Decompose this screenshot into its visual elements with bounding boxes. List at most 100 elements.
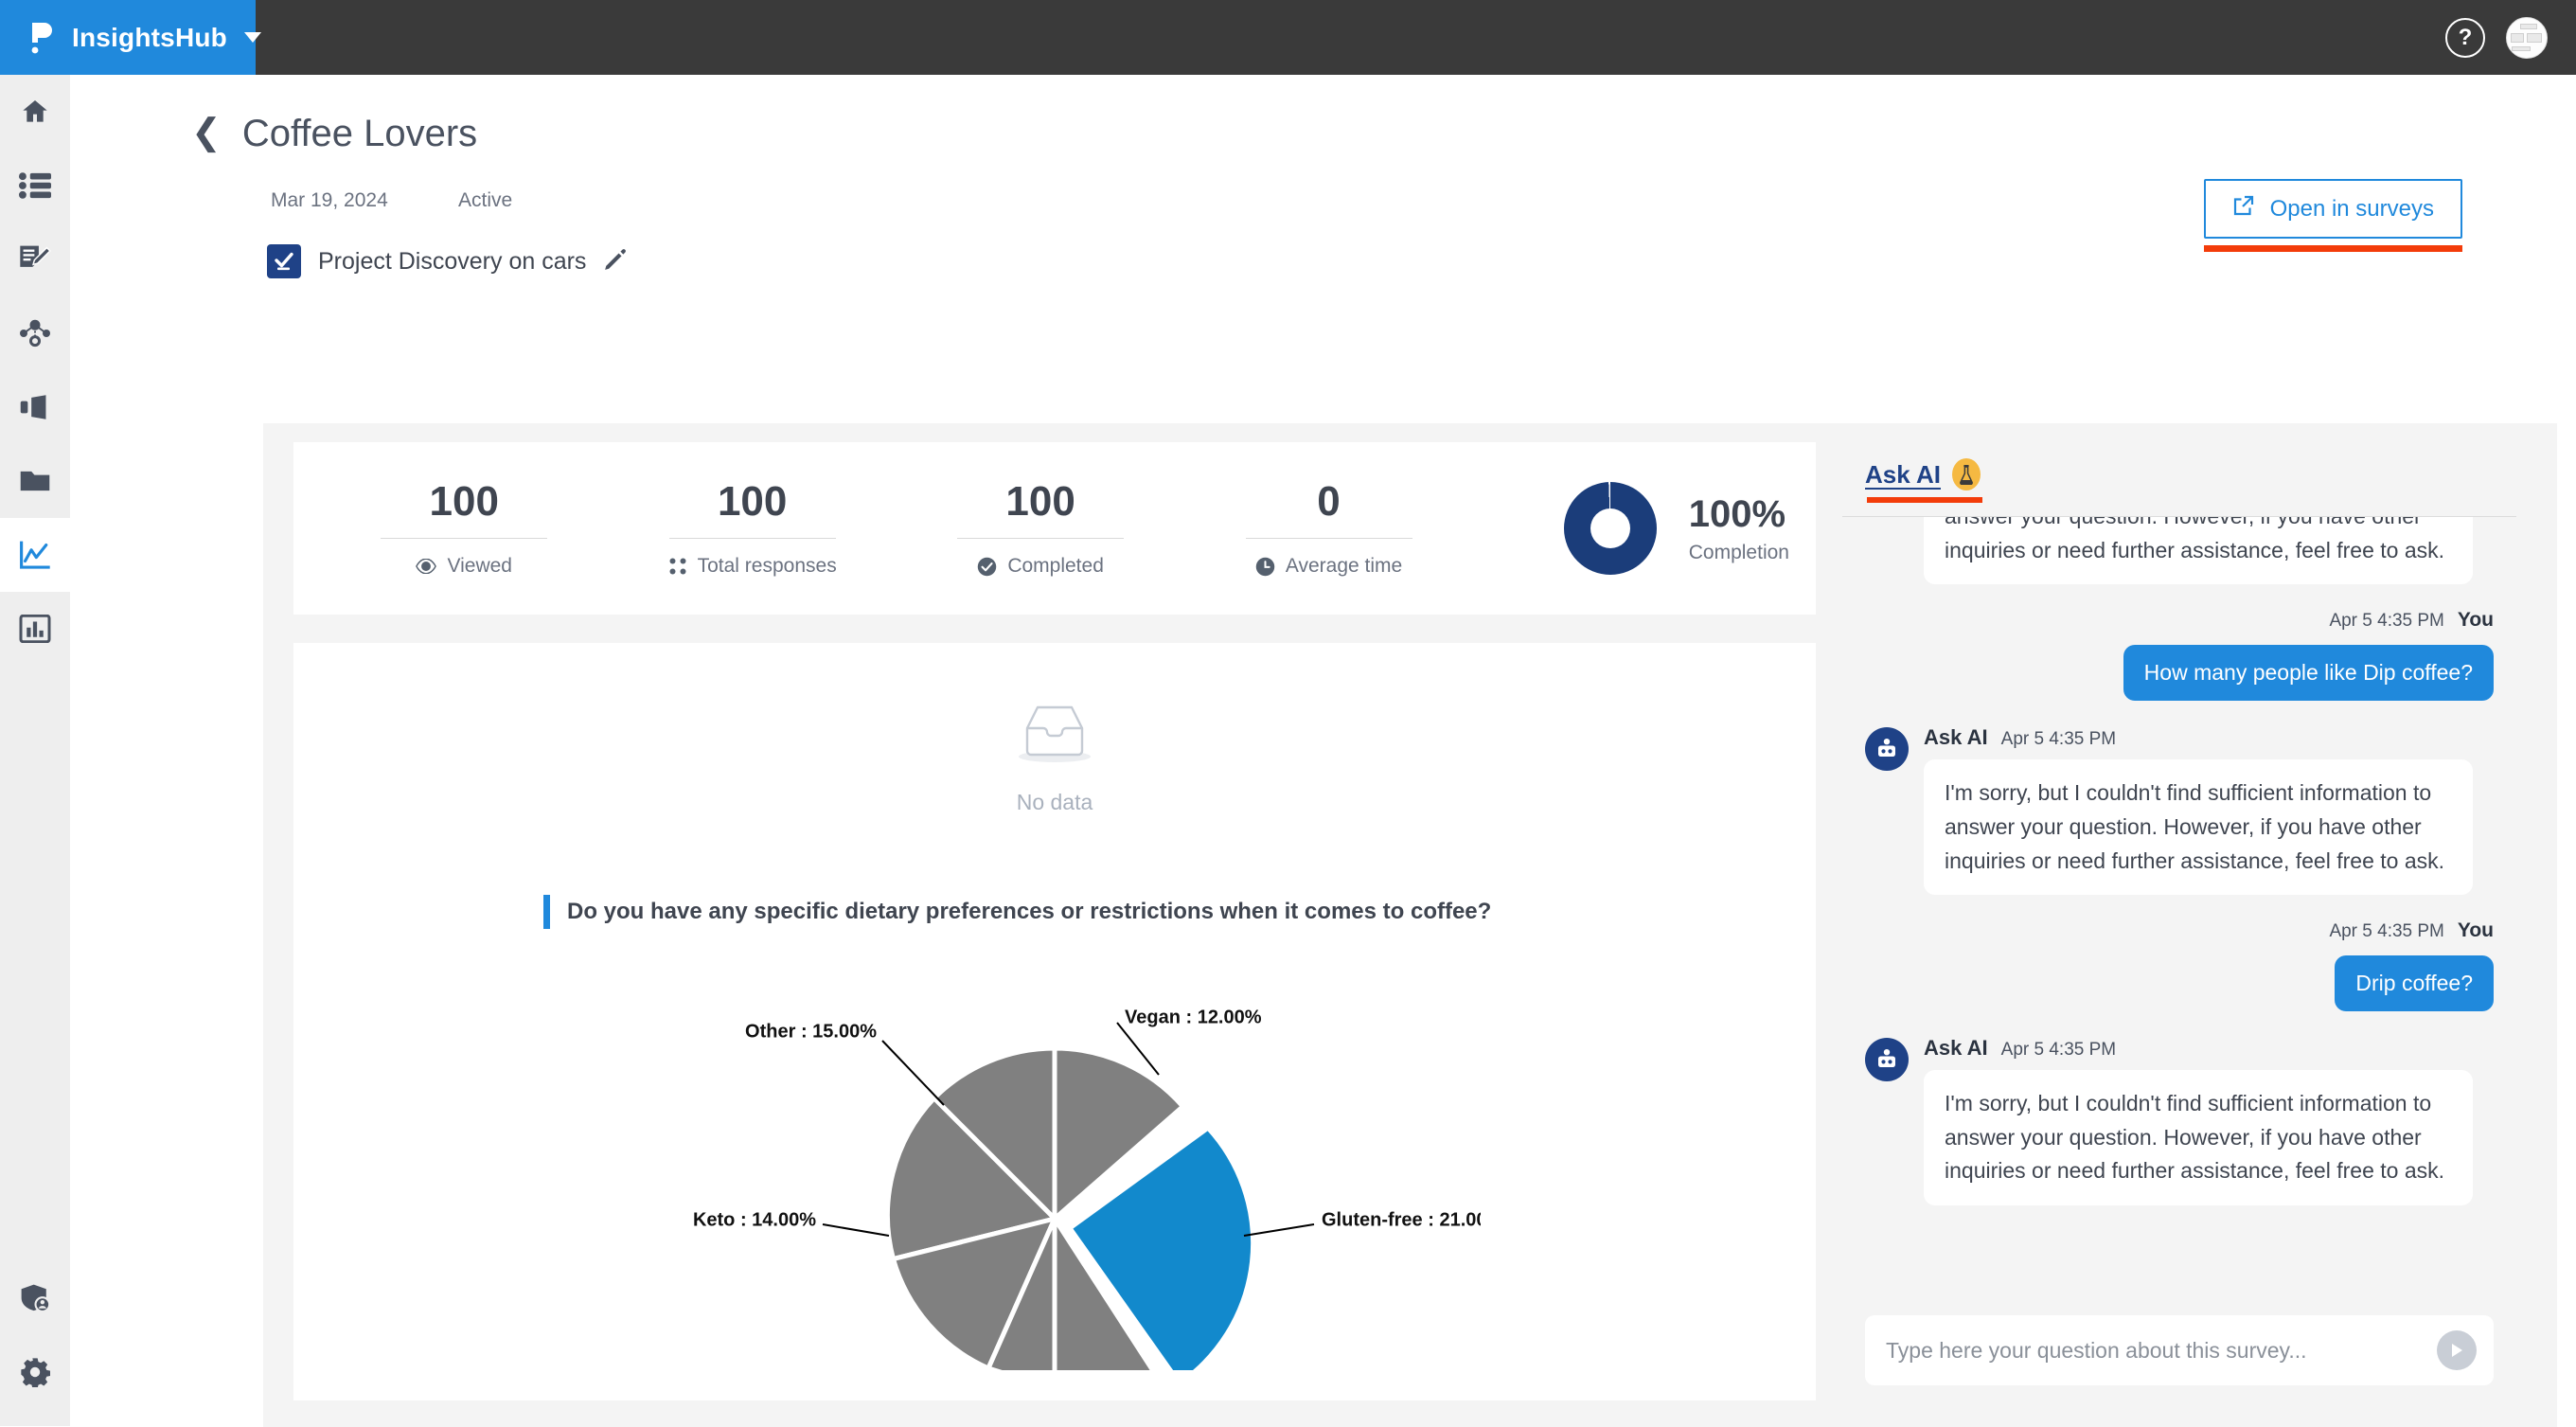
pie-leader-keto [822, 1223, 890, 1237]
stat-total-responses: 100 Total responses [608, 477, 896, 578]
open-in-surveys-label: Open in surveys [2269, 195, 2434, 222]
message-sender: Ask AI [1924, 1036, 1988, 1061]
divider [1245, 538, 1412, 540]
pie-label-other: Other : 15.00% [745, 1021, 877, 1042]
pie-label-keto: Keto : 14.00% [693, 1209, 816, 1230]
survey-date: Mar 19, 2024 [271, 189, 388, 211]
right-column: Ask AI [1842, 423, 2516, 1427]
project-name: Project Discovery on cars [318, 247, 587, 275]
assistant-bubble: I'm sorry, but I couldn't find sufficien… [1924, 1070, 2473, 1206]
chat-input[interactable] [1886, 1337, 2437, 1364]
sidebar-item-lists[interactable] [0, 149, 70, 223]
chat-message-user: Apr 5 4:35 PM You Drip coffee? [1865, 919, 2494, 1012]
composer-inner [1865, 1315, 2494, 1385]
checked-box-icon[interactable] [267, 244, 301, 278]
pie-slice-unlabeled-a[interactable] [890, 1215, 1059, 1370]
line-chart-icon [19, 540, 51, 570]
message-sender: You [2457, 609, 2494, 632]
pie-leader-other [881, 1040, 945, 1106]
sidebar-item-workflows[interactable] [0, 296, 70, 370]
chart-card: No data Do you have any specific dietary… [293, 643, 1816, 1400]
sidebar-item-settings[interactable] [0, 1335, 70, 1409]
stat-label-row: Total responses [668, 555, 837, 578]
message-time: Apr 5 4:35 PM [2000, 1040, 2117, 1061]
stat-value: 0 [1317, 477, 1341, 525]
chat-messages[interactable]: answer your question. However, if you ha… [1842, 517, 2516, 1298]
gear-icon [20, 1357, 50, 1387]
assistant-row: Ask AI Apr 5 4:35 PM I'm sorry, but I co… [1865, 1036, 2494, 1206]
project-row: Project Discovery on cars [70, 244, 2576, 278]
pie-slice-other[interactable] [931, 1045, 1057, 1225]
pie-slice-vegan[interactable] [1052, 1045, 1187, 1224]
pie-slice-gluten-free[interactable] [1066, 1124, 1256, 1370]
flask-icon [1951, 458, 1981, 491]
page-container: ❮ Coffee Lovers Mar 19, 2024 Active Proj… [70, 75, 2576, 1427]
divider [381, 538, 548, 540]
stats-card: 100 Viewed 100 [293, 442, 1816, 615]
help-icon[interactable]: ? [2445, 17, 2485, 58]
completion-donut [1563, 482, 1657, 575]
sidebar-item-reports[interactable] [0, 592, 70, 666]
question-accent-bar [543, 895, 550, 929]
eye-icon [416, 559, 437, 575]
ask-ai-title-line: Ask AI [1865, 458, 2516, 491]
sidebar-item-privacy[interactable] [0, 1261, 70, 1335]
stat-value: 100 [1005, 477, 1075, 525]
avatar-detail [2520, 23, 2537, 29]
user-bubble: How many people like Dip coffee? [2123, 645, 2494, 702]
check-circle-icon [977, 557, 997, 577]
message-meta: Apr 5 4:35 PM You [1865, 919, 2494, 942]
pie-label-vegan: Vegan : 12.00% [1125, 1007, 1262, 1027]
brand-home-button[interactable]: InsightsHub [0, 0, 261, 75]
no-data-label: No data [1016, 790, 1093, 814]
send-arrow-icon[interactable] [2437, 1330, 2477, 1370]
open-in-surveys-button[interactable]: Open in surveys [2203, 179, 2462, 239]
assistant-body: Ask AI Apr 5 4:35 PM I'm sorry, but I co… [1924, 1036, 2494, 1206]
chat-composer [1842, 1298, 2516, 1410]
avatar-detail [2527, 32, 2542, 43]
list-icon [19, 171, 51, 200]
sidebar-item-surveys[interactable] [0, 223, 70, 296]
p-logo-icon [28, 21, 57, 55]
stat-value: 100 [717, 477, 788, 525]
status-badge: Active [458, 189, 513, 211]
open-in-surveys-wrap: Open in surveys [2203, 179, 2462, 252]
chevron-down-icon[interactable] [243, 32, 261, 43]
left-column: 100 Viewed 100 [263, 423, 1816, 1427]
sidebar-bottom-group [0, 1261, 70, 1409]
share-nodes-icon [19, 319, 51, 348]
assistant-row: answer your question. However, if you ha… [1865, 517, 2494, 585]
avatar-detail [2511, 32, 2524, 43]
pencil-icon[interactable] [603, 247, 628, 276]
assistant-row: Ask AI Apr 5 4:35 PM I'm sorry, but I co… [1865, 725, 2494, 896]
external-link-icon [2232, 194, 2255, 223]
sidebar-item-campaigns[interactable] [0, 370, 70, 444]
assistant-body: answer your question. However, if you ha… [1924, 517, 2494, 585]
top-bar: InsightsHub ? [0, 0, 2576, 75]
page-title: Coffee Lovers [241, 113, 478, 154]
pie-slice-unlabeled-c[interactable] [1052, 1210, 1159, 1370]
topbar-actions: ? [2445, 0, 2576, 75]
chevron-left-icon[interactable]: ❮ [191, 112, 222, 152]
ask-ai-title[interactable]: Ask AI [1865, 459, 1941, 489]
survey-meta: Mar 19, 2024 Active [70, 189, 2576, 212]
completion-label: Completion [1688, 541, 1789, 563]
sidebar-item-files[interactable] [0, 444, 70, 518]
megaphone-icon [19, 394, 51, 420]
sidebar-item-analytics[interactable] [0, 518, 70, 592]
assistant-bubble: answer your question. However, if you ha… [1924, 517, 2473, 585]
page-header: ❮ Coffee Lovers Mar 19, 2024 Active Proj… [70, 75, 2576, 278]
folder-icon [19, 468, 51, 494]
pie-leader-vegan [1116, 1022, 1160, 1076]
chat-message-user: Apr 5 4:35 PM You How many people like D… [1865, 609, 2494, 702]
avatar[interactable] [2506, 16, 2548, 59]
chat-message-assistant-clipped: answer your question. However, if you ha… [1865, 517, 2494, 585]
assistant-body: Ask AI Apr 5 4:35 PM I'm sorry, but I co… [1924, 725, 2494, 896]
question-row: Do you have any specific dietary prefere… [293, 895, 1816, 929]
pie-label-gluten-free: Gluten-free : 21.00% [1322, 1209, 1481, 1230]
divider [1842, 516, 2516, 517]
pie-leader-gluten [1243, 1223, 1315, 1237]
pie-slice-keto[interactable] [885, 1095, 1059, 1262]
sidebar-item-home[interactable] [0, 75, 70, 149]
message-time: Apr 5 4:35 PM [2329, 921, 2444, 942]
